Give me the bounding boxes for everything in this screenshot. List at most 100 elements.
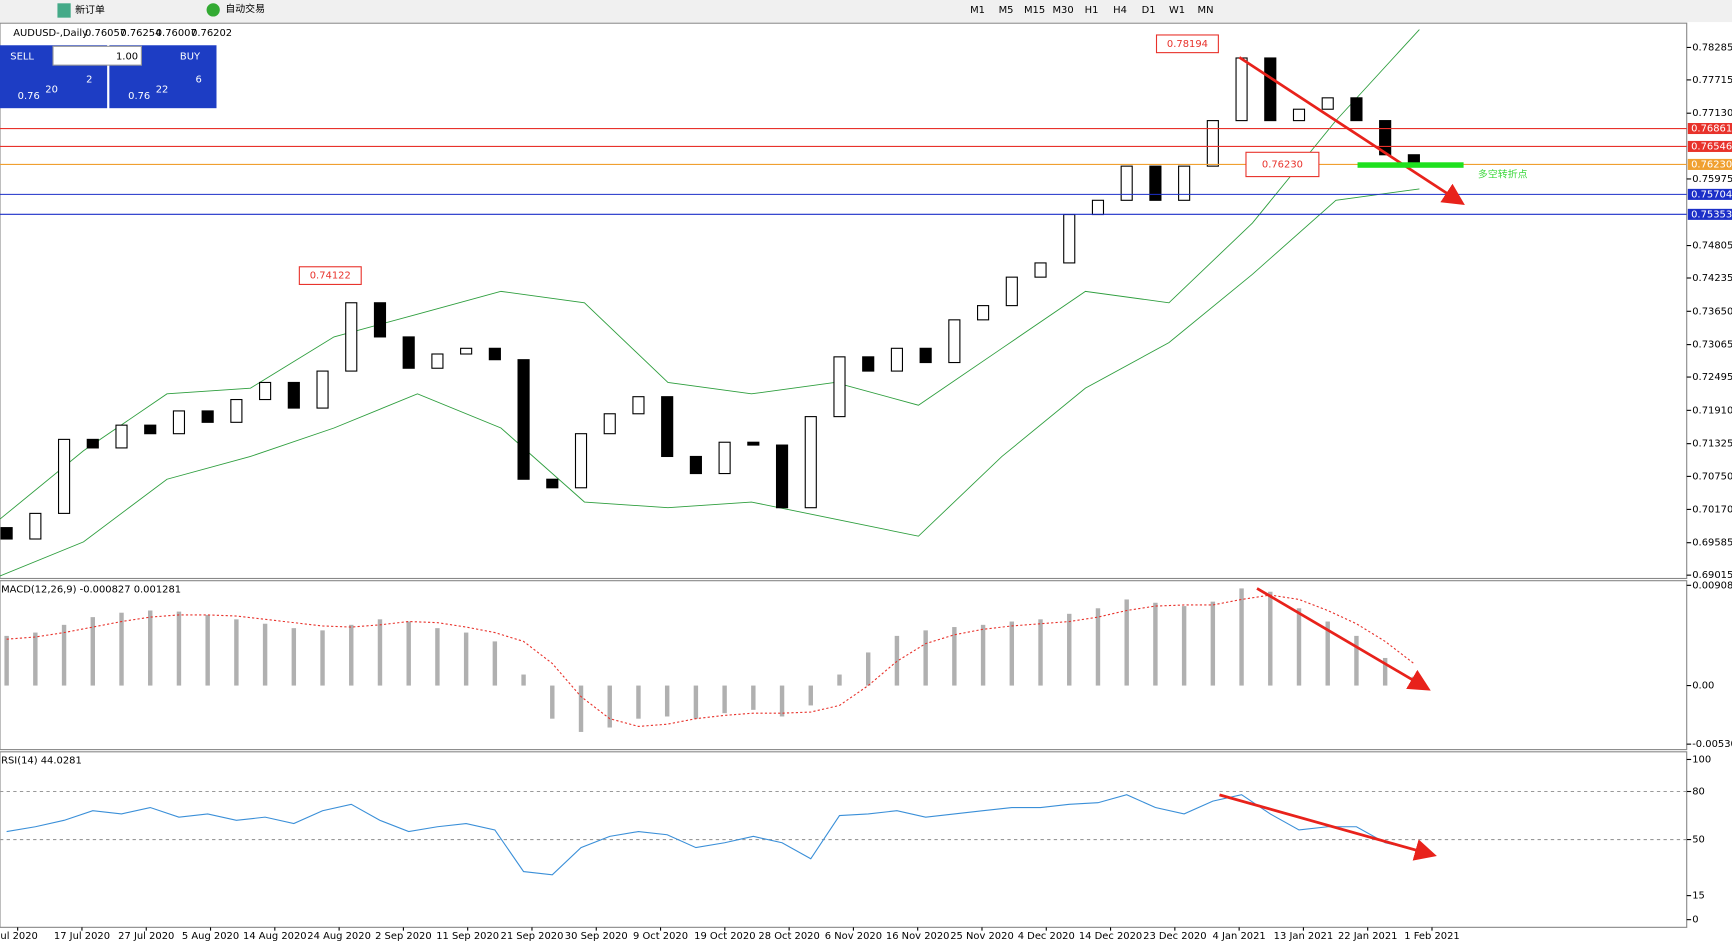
- y-tick-label: 0.75975: [1692, 174, 1732, 185]
- macd-bar: [90, 617, 95, 686]
- macd-bar: [1239, 588, 1244, 686]
- candle-body: [775, 444, 789, 509]
- candle-body: [661, 396, 674, 458]
- y-tick-label: 0.70750: [1692, 471, 1732, 482]
- x-tick-label: 22 Jan 2021: [1338, 931, 1398, 942]
- macd-bar: [1009, 621, 1015, 686]
- y-tick-label: 0.74235: [1692, 273, 1732, 284]
- candle-body: [345, 302, 358, 372]
- x-tick-label: 11 Sep 2020: [436, 931, 499, 942]
- x-tick-label: Jul 2020: [0, 931, 38, 942]
- x-tick-label: 19 Oct 2020: [694, 931, 755, 942]
- timeframe-button[interactable]: H1: [1085, 5, 1099, 16]
- rsi-line: [6, 794, 1414, 876]
- candle-body: [546, 478, 559, 489]
- lot-value[interactable]: 1.00: [116, 51, 138, 62]
- candle-body: [1063, 213, 1076, 264]
- macd-bar: [435, 628, 440, 686]
- price-level-label: 0.76230: [1691, 159, 1732, 170]
- candle-body: [804, 416, 817, 509]
- y-tick-label: 0.009081: [1692, 580, 1732, 591]
- macd-bar: [463, 632, 469, 686]
- buy-pips: 22: [156, 84, 169, 95]
- price-level-label: 0.76546: [1691, 141, 1732, 152]
- trend-arrow: [1238, 56, 1465, 206]
- price-annotation-box: [1155, 34, 1219, 54]
- macd-bar: [1325, 621, 1330, 686]
- macd-bar: [837, 674, 842, 686]
- candle-body: [948, 319, 961, 364]
- candle-body: [632, 396, 645, 415]
- macd-bar: [148, 610, 153, 686]
- candle-body: [1264, 57, 1277, 122]
- x-tick-label: 25 Nov 2020: [950, 931, 1014, 942]
- auto-trading-icon[interactable]: [206, 3, 220, 17]
- panel-title: MACD(12,26,9) -0.000827 0.001281: [1, 585, 181, 596]
- timeframe-button[interactable]: M30: [1052, 5, 1073, 16]
- x-tick-label: 4 Jan 2021: [1213, 931, 1266, 942]
- price-level-tag: [1687, 140, 1732, 152]
- timeframe-button[interactable]: M1: [970, 5, 985, 16]
- timeframe-button[interactable]: W1: [1169, 5, 1185, 16]
- candle-body: [230, 398, 243, 423]
- candle-body: [1321, 97, 1334, 110]
- macd-bar: [33, 632, 38, 686]
- candle-body: [977, 305, 990, 321]
- buy-button[interactable]: BUY: [180, 51, 201, 62]
- candle-body: [574, 433, 588, 489]
- macd-bar: [894, 635, 900, 686]
- candle-body: [201, 410, 214, 423]
- candle-body: [1292, 108, 1306, 122]
- y-tick-label: 0.71910: [1692, 405, 1732, 416]
- macd-bar: [406, 621, 411, 686]
- ohlc-value: 0.76254: [120, 28, 161, 39]
- macd-bar: [119, 612, 124, 686]
- sell-price-big: 0.76: [18, 91, 40, 102]
- lot-input[interactable]: [52, 45, 142, 66]
- candle-body: [316, 370, 329, 409]
- y-tick-label: 0: [1692, 915, 1698, 926]
- price-annotation-box: [1245, 151, 1320, 178]
- x-tick-label: 17 Jul 2020: [54, 931, 110, 942]
- macd-bar: [607, 685, 612, 728]
- candle-body: [919, 347, 932, 364]
- buy-price-big: 0.76: [128, 91, 150, 102]
- y-tick-label: 50: [1692, 835, 1705, 846]
- price-level-tag: [1687, 122, 1732, 135]
- auto-trading-button[interactable]: 自动交易: [225, 2, 265, 15]
- price-level-tag: [1687, 188, 1732, 200]
- macd-arrow: [1256, 587, 1431, 691]
- y-tick-label: 0.77130: [1692, 108, 1732, 119]
- macd-bar: [1153, 602, 1158, 686]
- x-tick-label: 14 Dec 2020: [1079, 931, 1142, 942]
- new-order-icon[interactable]: [57, 3, 71, 18]
- candle-body: [718, 441, 731, 475]
- sell-button[interactable]: SELL: [10, 51, 34, 62]
- price-level-label: 0.75704: [1691, 189, 1732, 200]
- price-level-tag: [1687, 208, 1732, 220]
- macd-bar: [866, 652, 871, 686]
- y-tick-label: 0.69585: [1692, 538, 1732, 549]
- main-chart-frame: [0, 22, 1688, 580]
- candle-body: [86, 438, 99, 449]
- x-tick-label: 30 Sep 2020: [565, 931, 628, 942]
- candle-body: [862, 356, 875, 372]
- timeframe-button[interactable]: M5: [999, 5, 1014, 16]
- timeframe-button[interactable]: M15: [1024, 5, 1045, 16]
- y-tick-label: 0.77715: [1692, 75, 1732, 86]
- ohlc-value: 0.76007: [156, 28, 197, 39]
- timeframe-button[interactable]: D1: [1142, 5, 1156, 16]
- candle-body: [1178, 165, 1191, 201]
- y-tick-label: 80: [1692, 787, 1705, 798]
- x-tick-label: 13 Jan 2021: [1274, 931, 1334, 942]
- candle-body: [144, 424, 157, 435]
- macd-bar: [923, 630, 928, 686]
- candle-body: [287, 381, 300, 409]
- candle-body: [890, 347, 904, 372]
- new-order-button[interactable]: 新订单: [75, 3, 105, 16]
- timeframe-button[interactable]: H4: [1113, 5, 1127, 16]
- buy-fraction: 6: [196, 74, 202, 85]
- timeframe-button[interactable]: MN: [1198, 5, 1214, 16]
- pivot-note: 多空转折点: [1478, 167, 1528, 180]
- macd-bar: [1095, 608, 1101, 686]
